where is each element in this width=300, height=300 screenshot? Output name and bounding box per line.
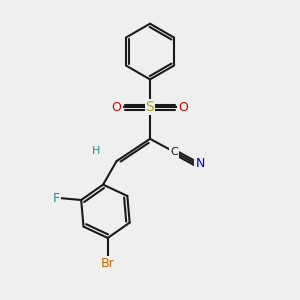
Text: C: C — [170, 147, 178, 157]
Text: Br: Br — [101, 257, 115, 270]
Text: H: H — [92, 146, 100, 156]
Text: O: O — [178, 101, 188, 114]
Text: F: F — [53, 192, 60, 205]
Text: O: O — [112, 101, 122, 114]
Text: S: S — [146, 100, 154, 114]
Text: N: N — [196, 157, 205, 169]
